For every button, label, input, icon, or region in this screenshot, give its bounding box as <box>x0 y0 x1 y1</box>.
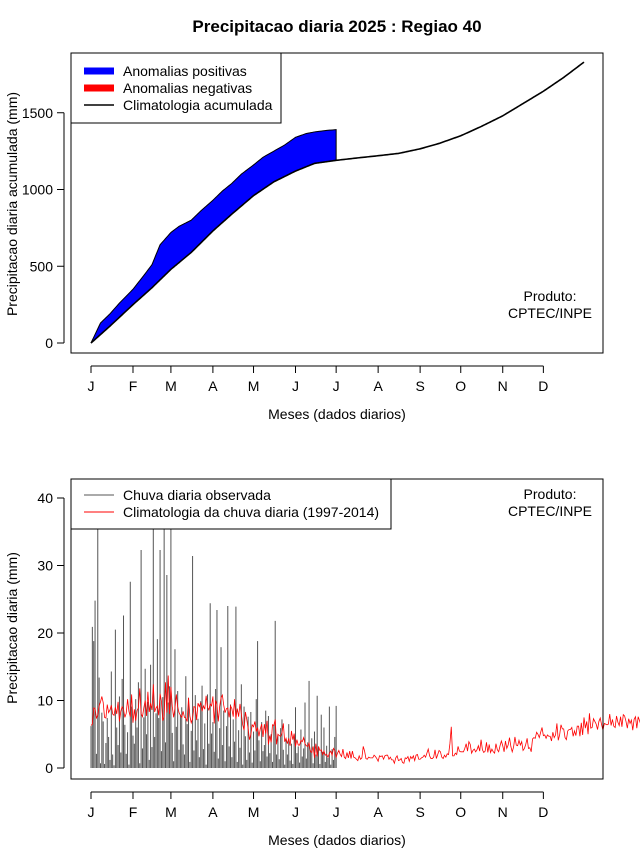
legend-label-climatology: Climatologia acumulada <box>123 97 273 113</box>
top-lines <box>90 61 585 344</box>
positive-anomaly-area <box>90 129 337 344</box>
x-tick-label-top: N <box>498 378 508 394</box>
bottom-y-axis: 0 10 20 30 40 <box>37 490 65 776</box>
legend-label-clim-daily: Climatologia da chuva diaria (1997-2014) <box>123 504 379 520</box>
legend-label-positive: Anomalias positivas <box>123 63 247 79</box>
x-tick-label-top: M <box>248 378 260 394</box>
x-tick-label-bottom: O <box>455 804 466 820</box>
legend-label-negative: Anomalias negativas <box>123 80 252 96</box>
x-tick-label-bottom: S <box>415 804 424 820</box>
top-legend: Anomalias positivas Anomalias negativas … <box>70 52 282 124</box>
x-tick-label-bottom: J <box>333 804 340 820</box>
x-tick-label-top: F <box>129 378 138 394</box>
bottom-credit-line2: CPTEC/INPE <box>508 503 592 519</box>
bottom-legend-box <box>70 478 392 530</box>
y-tick-label-bottom: 0 <box>45 760 53 776</box>
y-tick-label-bottom: 30 <box>37 558 53 574</box>
y-tick-label-top: 1000 <box>22 182 53 198</box>
y-tick-label-top: 1500 <box>22 105 53 121</box>
bottom-panel: 0 10 20 30 40 J F M A M J J A S O N D Precipitacao diar… <box>4 478 640 848</box>
x-tick-label-top: A <box>373 378 383 394</box>
top-plot-frame <box>70 52 604 354</box>
x-tick-label-bottom: F <box>129 804 138 820</box>
top-panel: 0 500 1000 1500 J F M A M J J A S O N D Precipitacao d… <box>4 52 604 422</box>
climatology-daily-line <box>90 675 640 765</box>
x-tick-label-top: D <box>538 378 548 394</box>
x-tick-label-top: M <box>165 378 177 394</box>
legend-label-observed: Chuva diaria observada <box>123 487 271 503</box>
x-tick-label-bottom: J <box>292 804 299 820</box>
top-credit-line1: Produto: <box>524 288 577 304</box>
chart-title: Precipitacao diaria 2025 : Regiao 40 <box>192 17 481 36</box>
top-y-axis: 0 500 1000 1500 <box>22 105 65 351</box>
top-y-axis-label: Precipitacao diaria acumulada (mm) <box>4 92 20 316</box>
top-credit-line2: CPTEC/INPE <box>508 305 592 321</box>
x-tick-label-bottom: M <box>248 804 260 820</box>
bottom-climatology-line <box>90 675 640 765</box>
y-tick-label-top: 500 <box>30 258 54 274</box>
bottom-credit-line1: Produto: <box>524 486 577 502</box>
x-tick-label-bottom: D <box>538 804 548 820</box>
y-tick-label-bottom: 40 <box>37 490 53 506</box>
top-anomaly-fills <box>90 129 337 344</box>
y-tick-label-bottom: 20 <box>37 625 53 641</box>
x-tick-label-bottom: A <box>208 804 218 820</box>
x-tick-label-top: A <box>208 378 218 394</box>
x-tick-label-top: O <box>455 378 466 394</box>
x-tick-label-top: J <box>292 378 299 394</box>
climatology-accumulated-line <box>90 61 585 344</box>
bottom-x-axis-label: Meses (dados diarios) <box>268 832 406 848</box>
x-tick-label-bottom: J <box>88 804 95 820</box>
bottom-observed-bars <box>90 527 337 768</box>
y-tick-label-bottom: 10 <box>37 693 53 709</box>
observed-accumulated-line <box>90 129 337 344</box>
x-tick-label-bottom: A <box>373 804 383 820</box>
x-tick-label-bottom: N <box>498 804 508 820</box>
x-tick-label-bottom: M <box>165 804 177 820</box>
x-tick-label-top: S <box>415 378 424 394</box>
top-x-axis-label: Meses (dados diarios) <box>268 406 406 422</box>
bottom-legend: Chuva diaria observada Climatologia da c… <box>70 478 392 530</box>
y-tick-label-top: 0 <box>45 335 53 351</box>
x-tick-label-top: J <box>88 378 95 394</box>
bottom-y-axis-label: Precipitacao diaria (mm) <box>4 552 20 704</box>
x-tick-label-top: J <box>333 378 340 394</box>
